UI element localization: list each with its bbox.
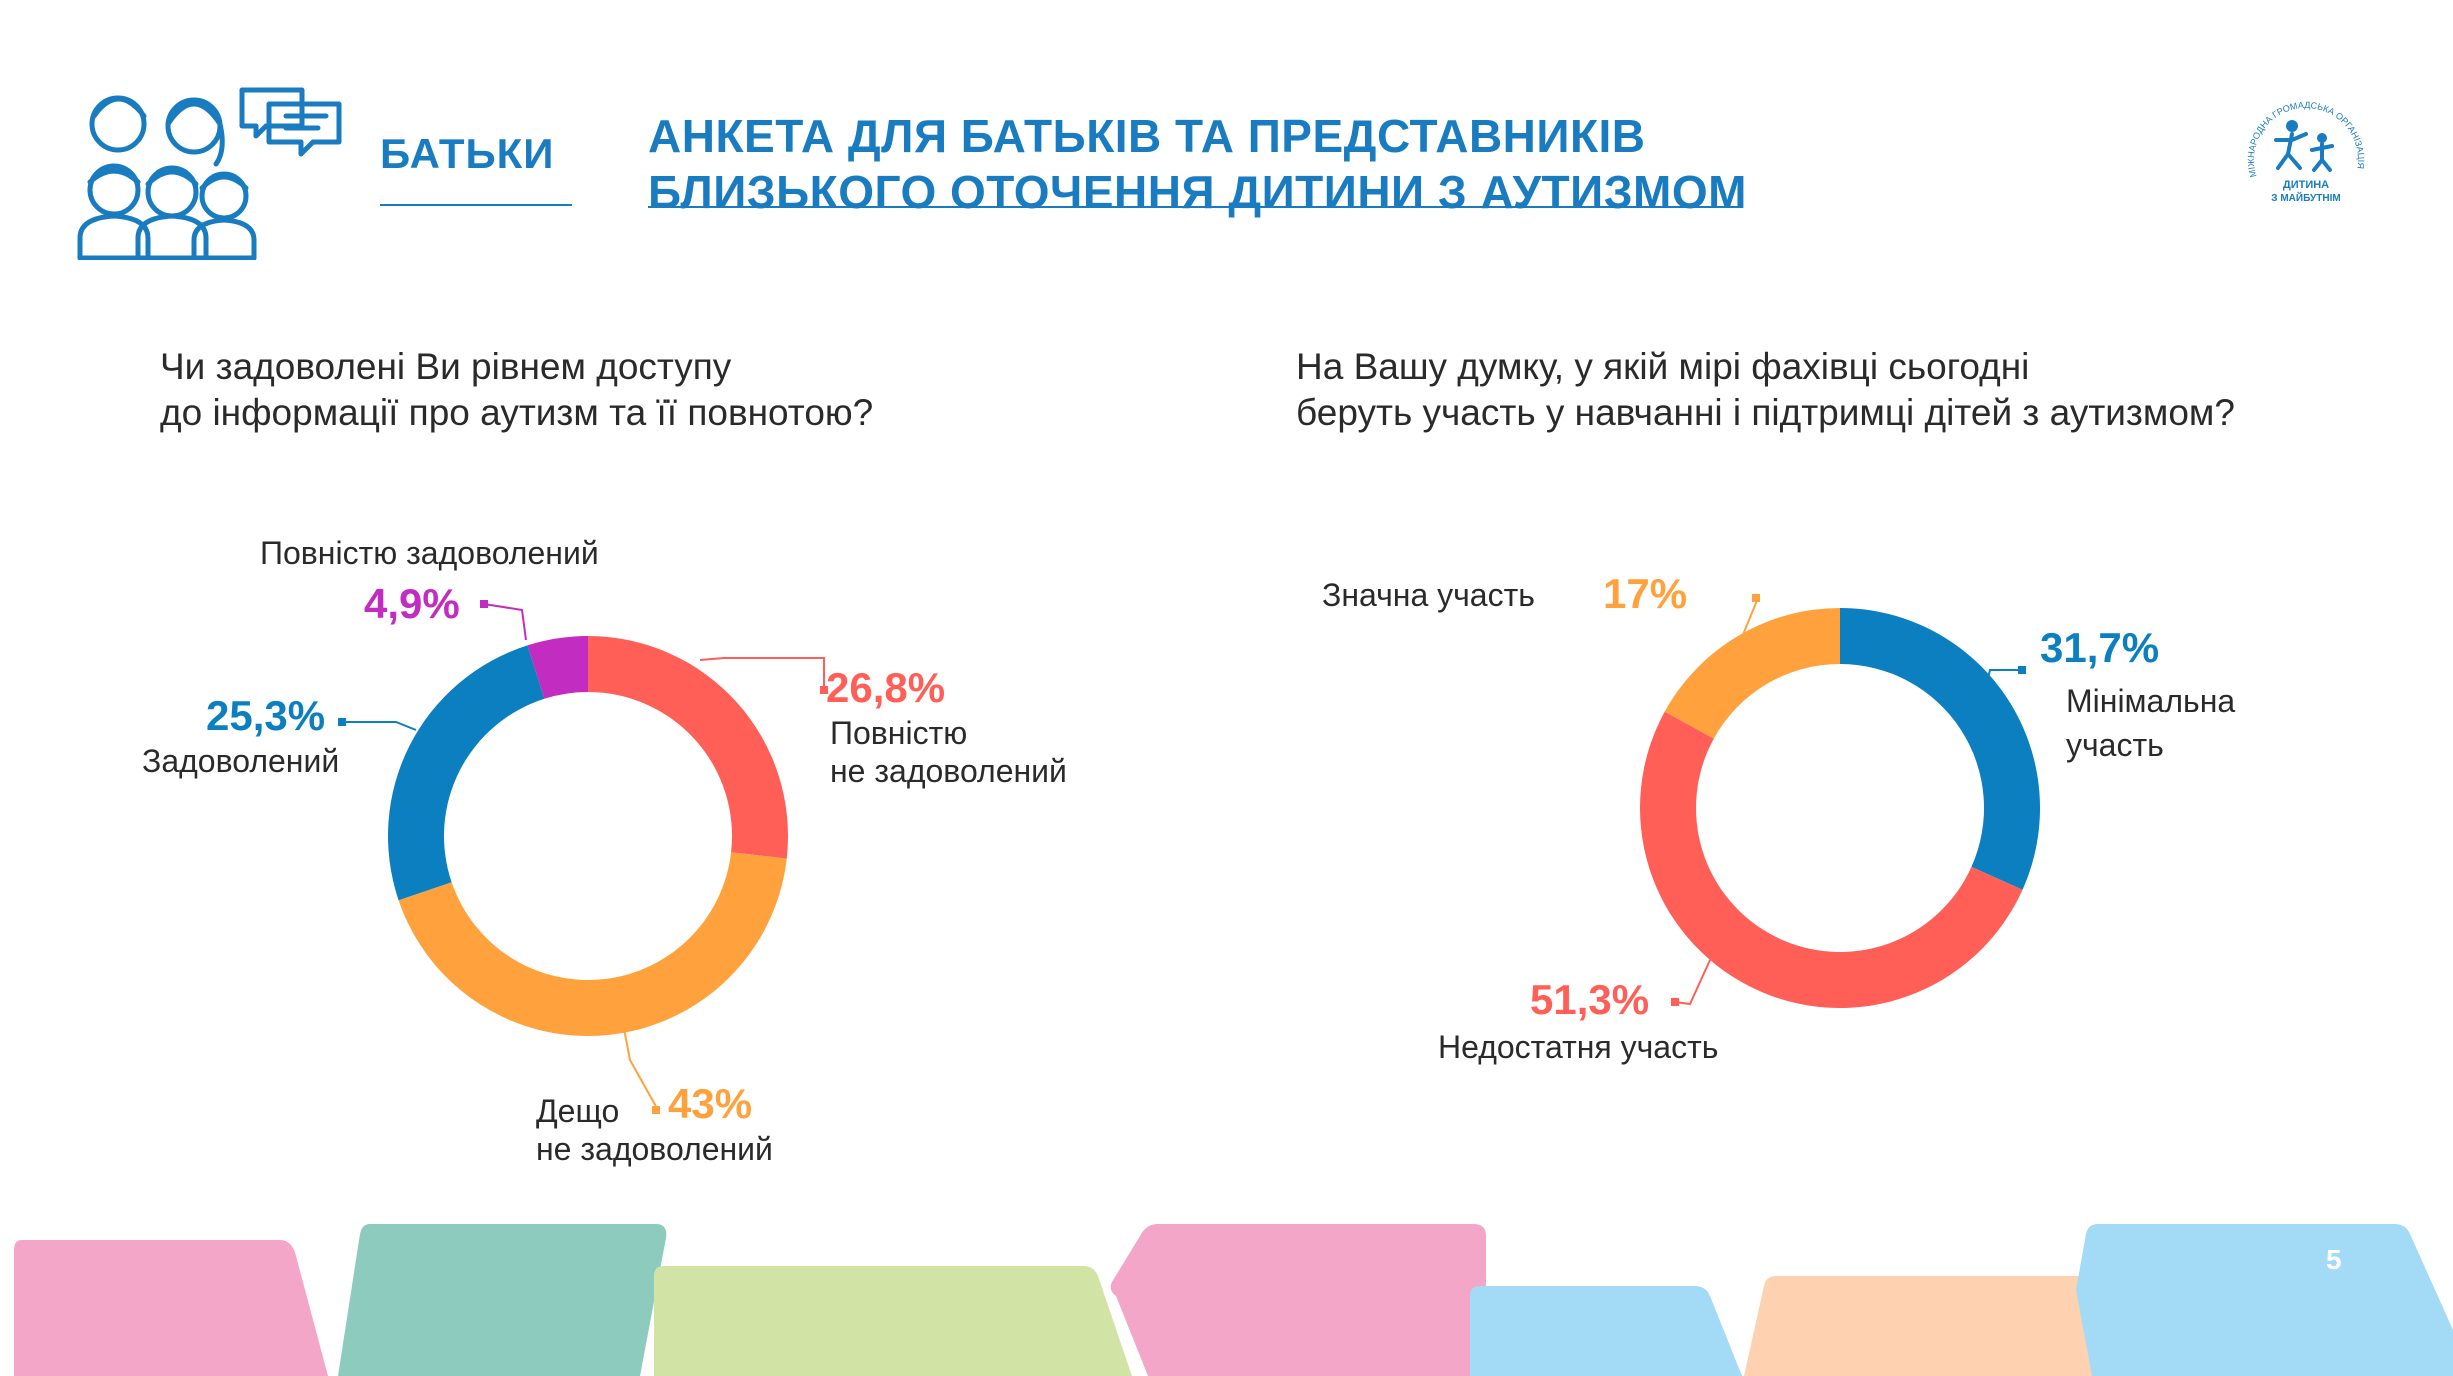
chart1-segment-2 [398,852,787,1036]
footer-shape-7 [2076,1224,2453,1376]
chart2-leader-1-marker [2018,666,2026,674]
footer-shape-2 [338,1224,667,1376]
title-underline [648,206,1740,208]
chart1-label-3: Задоволений [142,743,340,779]
footer-shape-4 [1110,1224,1486,1376]
question-1-line-2: до інформації про аутизм та її повнотою? [160,392,874,433]
footer-shape-6 [1744,1276,2094,1376]
chart2-leader-2-marker [1671,998,1679,1006]
chart2-label-2: Недостатня участь [1438,1029,1719,1065]
chart2-leader-2 [1674,959,1711,1006]
chart1-label-4: Повністю задоволений [260,535,599,571]
chart1-value-1: 26,8% [826,664,946,711]
section-underline [380,204,572,206]
chart1-leader-3-marker [338,718,346,726]
chart2-segment-2 [1640,711,2023,1008]
donut-chart-1-svg [338,600,828,1114]
chart1-leader-4 [483,603,527,641]
chart1-leader-1-marker [820,686,828,694]
footer-shape-3 [654,1266,1132,1376]
chart2-value-1: 31,7% [2040,624,2160,671]
chart2-label-1a: Мінімальна [2066,683,2236,719]
section-label: БАТЬКИ [380,130,555,177]
footer-decorative-shapes [14,1224,2453,1376]
chart1-value-2: 43% [668,1080,753,1127]
donut-chart-2: 31,7% Мінімальна участь 17% Значна участ… [1280,530,2360,1090]
chart1-label-2a: Дещо [536,1093,620,1129]
donut-chart-2-svg [1640,594,2040,1008]
chart2-value-3: 17% [1603,570,1688,617]
chart1-leader-4-marker [480,600,488,608]
question-2: На Вашу думку, у якій мірі фахівці сього… [1296,344,2235,436]
chart1-segment-1 [588,636,788,859]
question-1-line-1: Чи задоволені Ви рівнем доступу [160,346,732,387]
question-2-line-1: На Вашу думку, у якій мірі фахівці сього… [1296,346,2030,387]
logo-arc-text: МІЖНАРОДНА ГРОМАДСЬКА ОРГАНІЗАЦІЯ [2246,100,2366,178]
page-title-line-1: АНКЕТА ДЛЯ БАТЬКІВ ТА ПРЕДСТАВНИКІВ [648,110,1646,162]
footer-shape-5 [1470,1286,1742,1376]
logo-name-line-1: ДИТИНА [2283,179,2329,191]
donut-chart-1: 4,9% Повністю задоволений 26,8% Повністю… [142,520,1200,1200]
page-title: АНКЕТА ДЛЯ БАТЬКІВ ТА ПРЕДСТАВНИКІВ БЛИЗ… [648,108,1747,220]
footer-shape-1 [14,1240,328,1376]
chart2-value-2: 51,3% [1530,976,1650,1023]
chart1-segment-3 [388,645,545,901]
logo-name-line-2: З МАЙБУТНІМ [2271,191,2340,204]
chart1-label-1a: Повністю [830,715,968,751]
chart2-segment-1 [1840,608,2040,890]
chart1-value-4: 4,9% [364,580,460,627]
question-1: Чи задоволені Ви рівнем доступу до інфор… [160,344,873,436]
chart2-label-3: Значна участь [1322,577,1535,613]
family-chat-icon [77,87,342,260]
chart2-leader-3-marker [1752,594,1760,602]
chart1-leader-3 [342,721,417,731]
chart1-label-1b: не задоволений [830,753,1067,789]
page-number: 5 [2326,1244,2342,1275]
organization-logo-icon: МІЖНАРОДНА ГРОМАДСЬКА ОРГАНІЗАЦІЯ ДИТИНА… [2246,100,2366,204]
chart1-value-3: 25,3% [206,692,326,739]
chart2-segment-3 [1664,608,1840,739]
chart1-label-2b: не задоволений [536,1131,773,1167]
chart1-leader-2-marker [652,1106,660,1114]
chart1-segment-4 [527,636,588,699]
question-2-line-2: беруть участь у навчанні і підтримці діт… [1296,392,2235,433]
chart2-leader-1 [1975,669,2022,727]
chart2-label-1b: участь [2066,727,2164,763]
chart1-leader-1 [699,657,825,690]
page-title-line-2: БЛИЗЬКОГО ОТОЧЕННЯ ДИТИНИ З АУТИЗМОМ [648,166,1747,218]
